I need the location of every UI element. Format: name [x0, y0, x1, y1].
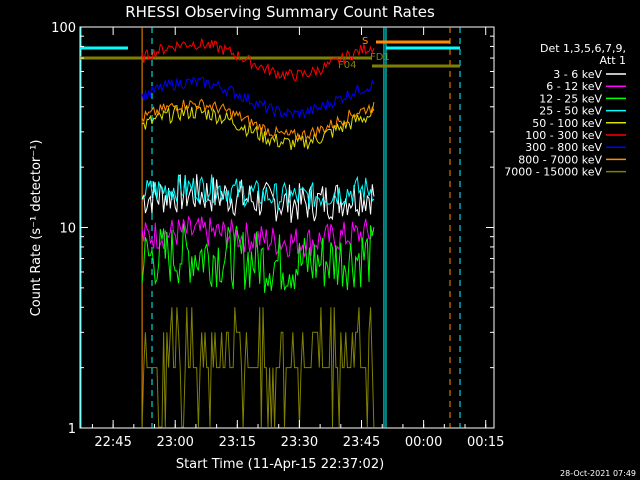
y-axis-label: Count Rate (s⁻¹ detector⁻¹) — [29, 140, 44, 317]
series-line — [141, 174, 375, 211]
legend-header: Att 1 — [600, 54, 626, 67]
legend-header: Det 1,3,5,6,7,9, — [540, 42, 626, 55]
legend-entry-label: 7000 - 15000 keV — [504, 166, 602, 179]
legend-entry-label: 50 - 100 keV — [532, 117, 602, 130]
legend-entry-label: 12 - 25 keV — [539, 92, 602, 105]
legend-entry-label: 800 - 7000 keV — [518, 153, 602, 166]
legend-entry-label: 25 - 50 keV — [539, 105, 602, 118]
annotation-label: F04 — [338, 60, 356, 71]
x-tick-label: 23:15 — [219, 435, 256, 450]
x-axis-label: Start Time (11-Apr-15 22:37:02) — [176, 457, 384, 472]
x-tick-label: 23:00 — [156, 435, 193, 450]
legend-entry-label: 3 - 6 keV — [553, 68, 602, 81]
legend-entry-label: 100 - 300 keV — [525, 129, 602, 142]
x-tick-label: 23:45 — [343, 435, 380, 450]
y-tick-label: 1 — [68, 422, 76, 437]
series-line — [141, 223, 375, 293]
series-line — [141, 307, 375, 428]
chart-title: RHESSI Observing Summary Count Rates — [125, 3, 435, 21]
axis-layer: 22:45 23:00 23:15 23:30 23:45 00:00 00:15 1 10 10… — [51, 21, 504, 450]
x-tick-label: 00:00 — [405, 435, 442, 450]
x-tick-label: 23:30 — [281, 435, 318, 450]
x-tick-label: 00:15 — [467, 435, 504, 450]
annotation-label: S — [362, 36, 368, 47]
footer-date: 28-Oct-2021 07:49 — [560, 469, 636, 478]
legend-entry-label: 6 - 12 keV — [546, 80, 602, 93]
y-tick-label: 100 — [51, 21, 76, 36]
series-line — [141, 98, 375, 141]
series-line — [141, 38, 375, 82]
legend-entry-label: 300 - 800 keV — [525, 141, 602, 154]
series-line — [141, 76, 375, 119]
x-tick-label: 22:45 — [94, 435, 131, 450]
annotation-label: FD1 — [370, 52, 390, 63]
series-line — [141, 104, 375, 150]
series-layer — [141, 38, 375, 428]
y-tick-label: 10 — [59, 222, 76, 237]
